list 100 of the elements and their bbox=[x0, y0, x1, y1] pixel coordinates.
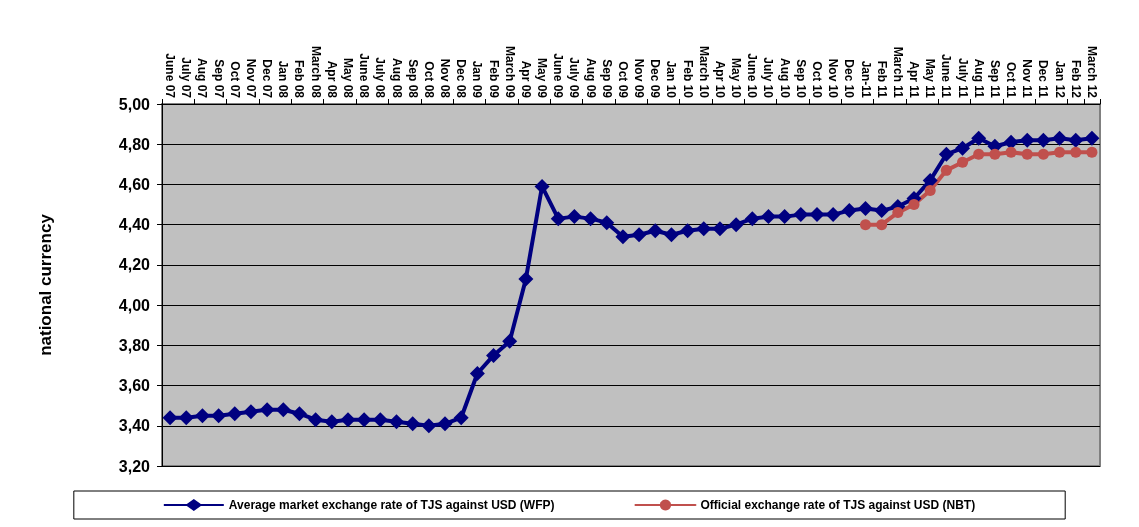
legend-label: Official exchange rate of TJS against USD (NBT) bbox=[700, 498, 976, 512]
point bbox=[712, 221, 728, 237]
point bbox=[793, 207, 809, 223]
x-tick-label: Dec 10 bbox=[842, 59, 857, 99]
x-tick-label: Feb 09 bbox=[486, 59, 501, 99]
point bbox=[1035, 132, 1051, 148]
point bbox=[1054, 146, 1066, 158]
point bbox=[1084, 130, 1100, 146]
x-tick-label: Nov 07 bbox=[243, 58, 258, 99]
point bbox=[340, 412, 356, 428]
x-tick-label: Aug 09 bbox=[583, 57, 598, 99]
point bbox=[469, 365, 485, 381]
y-tick-label: 4,60 bbox=[118, 175, 151, 193]
y-tick-label: 4,20 bbox=[118, 256, 151, 274]
point bbox=[1019, 132, 1035, 148]
point bbox=[1086, 146, 1098, 158]
x-tick-label: Apr 10 bbox=[712, 60, 727, 99]
x-tick-label: Nov 11 bbox=[1020, 59, 1035, 99]
point bbox=[566, 209, 582, 225]
point bbox=[973, 148, 985, 160]
x-tick-label: Sep 11 bbox=[987, 59, 1002, 99]
point bbox=[372, 412, 388, 428]
point bbox=[809, 207, 825, 223]
x-tick-label: Oct 10 bbox=[809, 61, 824, 99]
x-tick-label: Feb 10 bbox=[680, 59, 695, 99]
x-tick-label: Dec 08 bbox=[454, 59, 469, 99]
x-tick-label: July 08 bbox=[373, 57, 388, 99]
x-tick-label: Dec 11 bbox=[1036, 59, 1051, 99]
x-tick-label: Sep 07 bbox=[211, 59, 226, 99]
x-tick-label: July 07 bbox=[179, 57, 194, 99]
point bbox=[858, 201, 873, 217]
x-tick-label: Jan 10 bbox=[664, 60, 679, 99]
point bbox=[389, 414, 404, 430]
y-tick-label: 5,00 bbox=[118, 95, 151, 113]
x-tick-label: Nov 09 bbox=[632, 58, 647, 99]
x-tick-label: June 09 bbox=[551, 53, 566, 99]
y-tick-label: 3,60 bbox=[118, 377, 151, 395]
point bbox=[860, 219, 871, 231]
x-tick-label: July 09 bbox=[567, 57, 582, 99]
x-tick-label: Apr 11 bbox=[907, 61, 922, 99]
x-tick-label: Aug 08 bbox=[389, 57, 404, 99]
x-tick-label: July 11 bbox=[955, 57, 970, 99]
point bbox=[194, 408, 210, 424]
point bbox=[615, 229, 631, 245]
point bbox=[486, 347, 502, 363]
y-axis-title: national currency bbox=[36, 213, 55, 356]
point bbox=[908, 199, 920, 211]
x-tick-label: Oct 08 bbox=[421, 61, 436, 99]
x-tick-label: Dec 07 bbox=[260, 59, 275, 99]
x-tick-label: March 11 bbox=[890, 46, 905, 99]
point bbox=[955, 140, 971, 156]
point bbox=[583, 211, 599, 227]
x-tick-label: June 08 bbox=[357, 53, 372, 99]
point bbox=[938, 146, 954, 162]
point bbox=[356, 412, 372, 428]
y-tick-label: 4,40 bbox=[118, 216, 151, 234]
x-tick-label: May 09 bbox=[535, 57, 550, 99]
x-tick-label: March 08 bbox=[308, 45, 323, 99]
point bbox=[924, 184, 936, 196]
point bbox=[1003, 134, 1019, 150]
x-tick-label: Feb 12 bbox=[1068, 59, 1083, 99]
x-tick-label: Nov 10 bbox=[826, 58, 841, 99]
x-tick-label: Apr 08 bbox=[324, 60, 339, 99]
point bbox=[291, 406, 307, 422]
legend-label: Average market exchange rate of TJS against USD (WFP) bbox=[228, 498, 555, 512]
x-tick-label: Apr 09 bbox=[518, 60, 533, 99]
x-tick-label: Oct 07 bbox=[227, 61, 242, 99]
point bbox=[631, 227, 647, 243]
point bbox=[957, 156, 969, 168]
point bbox=[243, 404, 259, 420]
x-tick-label: Jan 08 bbox=[276, 60, 291, 99]
point bbox=[1052, 130, 1068, 146]
x-tick-label: May 08 bbox=[340, 57, 355, 99]
x-tick-label: Sep 08 bbox=[405, 59, 420, 99]
point bbox=[1068, 132, 1084, 148]
point bbox=[777, 209, 793, 225]
point bbox=[550, 211, 566, 227]
x-tick-label: Jan 09 bbox=[470, 60, 485, 99]
x-tick-label: March 09 bbox=[502, 45, 517, 99]
point bbox=[874, 203, 890, 219]
x-tick-label: Jan 12 bbox=[1052, 60, 1067, 99]
y-tick-label: 4,80 bbox=[118, 135, 151, 153]
y-tick-label: 3,40 bbox=[118, 417, 151, 435]
point bbox=[1070, 146, 1082, 158]
point bbox=[211, 408, 227, 424]
point bbox=[405, 416, 421, 432]
x-tick-label: March 12 bbox=[1084, 45, 1099, 99]
y-tick-label: 4,00 bbox=[118, 296, 151, 314]
point bbox=[989, 148, 1001, 160]
point bbox=[841, 203, 857, 219]
x-tick-label: Nov 08 bbox=[438, 58, 453, 99]
x-tick-label: Oct 11 bbox=[1004, 61, 1019, 99]
x-tick-label: June 10 bbox=[745, 53, 760, 99]
x-tick-label: Sep 09 bbox=[599, 59, 614, 99]
point bbox=[162, 410, 178, 426]
point bbox=[453, 410, 469, 426]
point bbox=[1021, 148, 1033, 160]
y-tick-label: 3,20 bbox=[118, 457, 151, 475]
point bbox=[728, 217, 744, 233]
point bbox=[227, 406, 243, 422]
